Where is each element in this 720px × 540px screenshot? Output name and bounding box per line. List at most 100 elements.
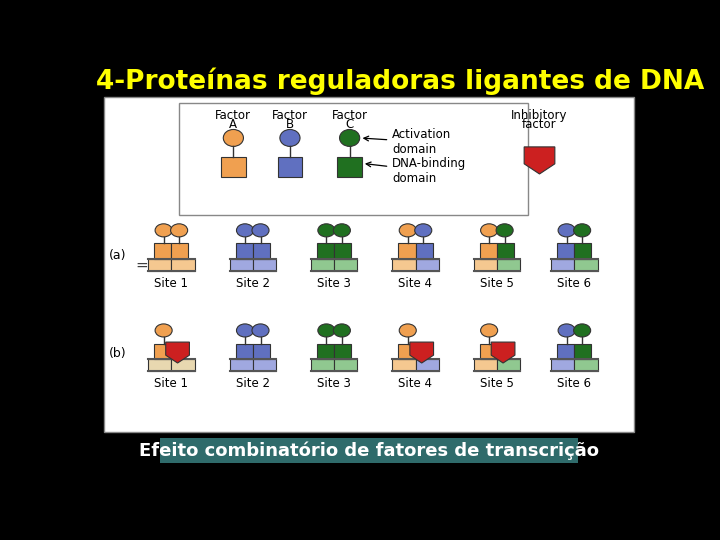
Text: Efeito combinatório de fatores de transcrição: Efeito combinatório de fatores de transc… — [139, 441, 599, 460]
Bar — [551, 359, 575, 372]
Bar — [160, 438, 578, 463]
Text: Site 2: Site 2 — [235, 377, 270, 390]
Text: Factor: Factor — [332, 110, 368, 123]
Bar — [148, 359, 171, 372]
Text: Inhibitory: Inhibitory — [511, 110, 568, 123]
Text: Factor: Factor — [215, 110, 251, 123]
Bar — [415, 359, 438, 372]
Bar — [557, 343, 575, 359]
Bar — [398, 343, 415, 359]
Bar — [480, 343, 497, 359]
Bar — [154, 244, 171, 259]
Text: Site 1: Site 1 — [154, 278, 189, 291]
Ellipse shape — [415, 224, 432, 237]
Ellipse shape — [155, 224, 172, 237]
Bar — [317, 343, 334, 359]
Bar — [392, 259, 415, 271]
Bar — [415, 259, 438, 271]
Bar — [221, 157, 246, 177]
Text: B: B — [286, 118, 294, 131]
Text: Factor: Factor — [272, 110, 308, 123]
Ellipse shape — [558, 224, 575, 237]
Text: (a): (a) — [109, 249, 126, 262]
Bar — [480, 244, 497, 259]
Bar — [337, 157, 362, 177]
Bar — [253, 259, 276, 271]
Ellipse shape — [333, 224, 351, 237]
Bar — [474, 359, 497, 372]
Ellipse shape — [481, 224, 498, 237]
Bar — [334, 259, 357, 271]
Text: Site 1: Site 1 — [154, 377, 189, 390]
Ellipse shape — [574, 324, 590, 337]
Bar — [575, 359, 598, 372]
Ellipse shape — [399, 324, 416, 337]
Bar — [334, 244, 351, 259]
Bar — [557, 244, 575, 259]
Bar — [392, 359, 415, 372]
Bar — [253, 244, 270, 259]
Bar — [317, 244, 334, 259]
Ellipse shape — [155, 324, 172, 337]
Text: Site 4: Site 4 — [398, 278, 433, 291]
Bar — [235, 343, 253, 359]
Bar — [334, 359, 357, 372]
Bar — [230, 359, 253, 372]
Bar — [154, 343, 171, 359]
Bar — [415, 244, 433, 259]
Bar — [311, 259, 334, 271]
Text: Site 5: Site 5 — [480, 377, 514, 390]
Bar — [235, 244, 253, 259]
Ellipse shape — [223, 130, 243, 146]
Ellipse shape — [481, 324, 498, 337]
Bar — [551, 259, 575, 271]
Text: (b): (b) — [109, 347, 126, 360]
Ellipse shape — [333, 324, 351, 337]
Bar — [148, 259, 171, 271]
Bar — [497, 259, 520, 271]
Bar — [334, 343, 351, 359]
Ellipse shape — [318, 224, 335, 237]
Bar — [575, 244, 591, 259]
Text: Site 3: Site 3 — [318, 377, 351, 390]
Polygon shape — [166, 342, 189, 363]
Bar — [179, 103, 528, 215]
Text: Site 6: Site 6 — [557, 377, 591, 390]
Text: Site 2: Site 2 — [235, 278, 270, 291]
Bar — [171, 259, 194, 271]
Text: 4-Proteínas reguladoras ligantes de DNA: 4-Proteínas reguladoras ligantes de DNA — [96, 68, 704, 96]
Ellipse shape — [558, 324, 575, 337]
Bar — [474, 259, 497, 271]
Text: Site 6: Site 6 — [557, 278, 591, 291]
Text: Activation
domain: Activation domain — [364, 128, 451, 156]
Text: Site 4: Site 4 — [398, 377, 433, 390]
Bar — [104, 97, 634, 432]
Bar — [253, 359, 276, 372]
Bar — [253, 343, 270, 359]
Ellipse shape — [280, 130, 300, 146]
Bar — [277, 157, 302, 177]
Text: Site 5: Site 5 — [480, 278, 514, 291]
Ellipse shape — [340, 130, 360, 146]
Text: =: = — [135, 258, 148, 273]
Ellipse shape — [252, 224, 269, 237]
Ellipse shape — [171, 224, 188, 237]
Text: DNA-binding
domain: DNA-binding domain — [366, 157, 467, 185]
Bar — [171, 244, 189, 259]
Ellipse shape — [236, 324, 253, 337]
Polygon shape — [524, 147, 555, 174]
Ellipse shape — [496, 224, 513, 237]
Ellipse shape — [399, 224, 416, 237]
Text: factor: factor — [522, 118, 557, 131]
Bar — [230, 259, 253, 271]
Text: Site 3: Site 3 — [318, 278, 351, 291]
Ellipse shape — [236, 224, 253, 237]
Bar — [497, 359, 520, 372]
Polygon shape — [491, 342, 515, 363]
Ellipse shape — [574, 224, 590, 237]
Bar — [497, 244, 514, 259]
Bar — [398, 244, 415, 259]
Ellipse shape — [252, 324, 269, 337]
Bar — [575, 343, 591, 359]
Bar — [575, 259, 598, 271]
